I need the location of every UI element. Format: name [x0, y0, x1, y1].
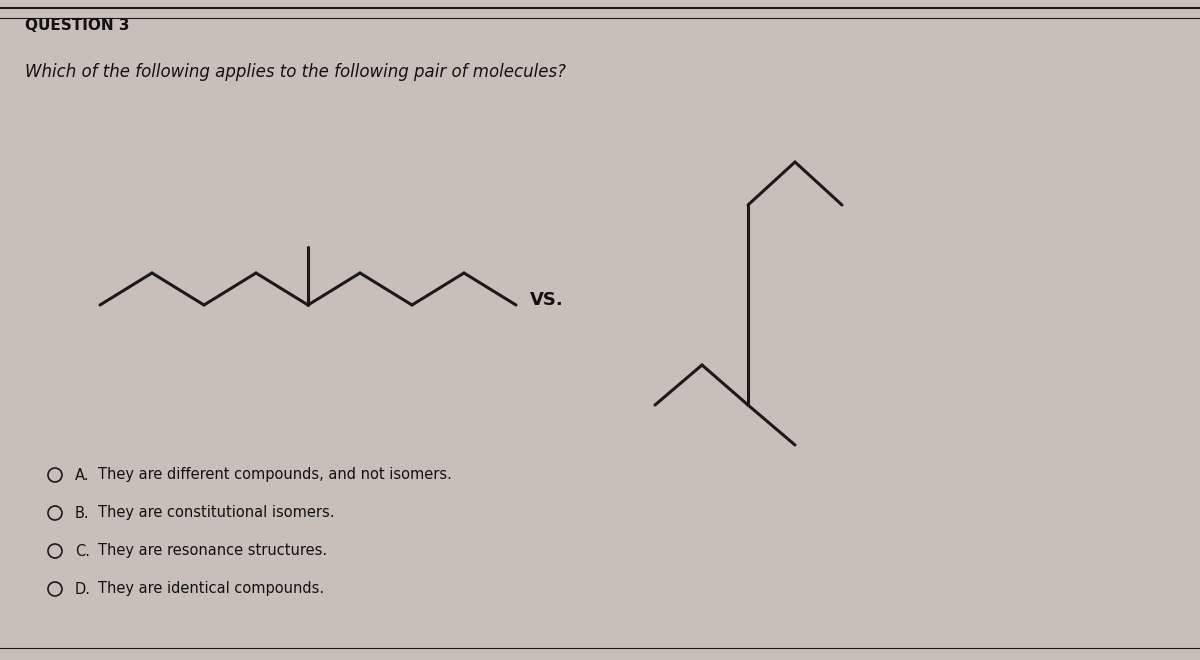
- Text: VS.: VS.: [530, 291, 564, 309]
- Text: QUESTION 3: QUESTION 3: [25, 18, 130, 32]
- Text: Which of the following applies to the following pair of molecules?: Which of the following applies to the fo…: [25, 63, 566, 81]
- Text: D.: D.: [74, 581, 91, 597]
- Text: A.: A.: [74, 467, 90, 482]
- Text: They are identical compounds.: They are identical compounds.: [98, 581, 324, 597]
- Text: C.: C.: [74, 543, 90, 558]
- Text: They are resonance structures.: They are resonance structures.: [98, 543, 328, 558]
- Text: They are constitutional isomers.: They are constitutional isomers.: [98, 506, 335, 521]
- Text: B.: B.: [74, 506, 90, 521]
- Text: They are different compounds, and not isomers.: They are different compounds, and not is…: [98, 467, 452, 482]
